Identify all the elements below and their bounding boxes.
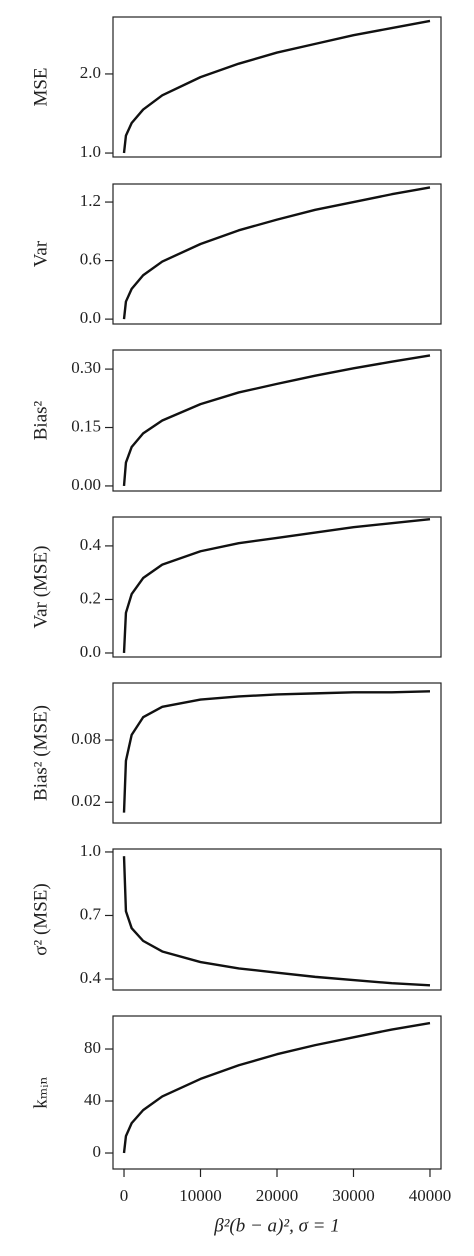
y-tick-label: 80 <box>84 1038 101 1057</box>
panel-frame <box>112 682 442 824</box>
data-line <box>122 690 431 813</box>
y-tick-label: 0.0 <box>80 642 101 661</box>
data-line <box>122 19 431 154</box>
y-tick-label: 0.0 <box>80 308 101 327</box>
panel-frame <box>112 349 442 492</box>
x-tick-label: 40000 <box>409 1186 452 1205</box>
y-axis-label: Bias² <box>30 400 51 440</box>
y-tick-label: 0.4 <box>80 968 102 987</box>
y-axis-label: MSE <box>30 67 51 106</box>
y-tick-label: 1.0 <box>80 841 101 860</box>
panel-frame <box>112 1015 442 1170</box>
y-tick-label: 0.02 <box>71 791 101 810</box>
y-tick-label: 0.4 <box>80 535 102 554</box>
y-tick-label: 1.0 <box>80 142 101 161</box>
data-line <box>122 354 431 487</box>
data-line <box>122 1021 431 1154</box>
x-tick-label: 10000 <box>179 1186 222 1205</box>
y-tick-label: 0.7 <box>80 904 102 923</box>
y-axis-label: Bias² (MSE) <box>30 705 51 801</box>
y-tick-label: 0.30 <box>71 358 101 377</box>
y-tick-label: 2.0 <box>80 63 101 82</box>
panel-frame <box>112 848 442 991</box>
y-axis-label: σ² (MSE) <box>30 883 51 955</box>
x-axis-label: β²(b − a)², σ = 1 <box>213 1215 340 1236</box>
panel-frame <box>112 516 442 658</box>
y-tick-label: 0.2 <box>80 588 101 607</box>
y-tick-label: 40 <box>84 1090 101 1109</box>
x-tick-label: 0 <box>120 1186 129 1205</box>
y-tick-label: 0.00 <box>71 475 101 494</box>
y-tick-label: 0.08 <box>71 729 101 748</box>
x-tick-label: 20000 <box>256 1186 299 1205</box>
panel-frame <box>112 16 442 158</box>
panel-frame <box>112 183 442 325</box>
data-line <box>122 517 431 654</box>
y-axis-label: Var (MSE) <box>30 546 51 629</box>
y-axis-label: Var <box>30 240 51 267</box>
x-tick-label: 30000 <box>332 1186 375 1205</box>
y-tick-label: 1.2 <box>80 191 101 210</box>
data-line <box>122 856 431 987</box>
y-tick-label: 0.6 <box>80 249 101 268</box>
y-tick-label: 0.15 <box>71 416 101 435</box>
y-tick-label: 0 <box>93 1142 102 1161</box>
data-line <box>122 186 431 320</box>
y-axis-label: kₘᵢₙ <box>30 1076 51 1108</box>
